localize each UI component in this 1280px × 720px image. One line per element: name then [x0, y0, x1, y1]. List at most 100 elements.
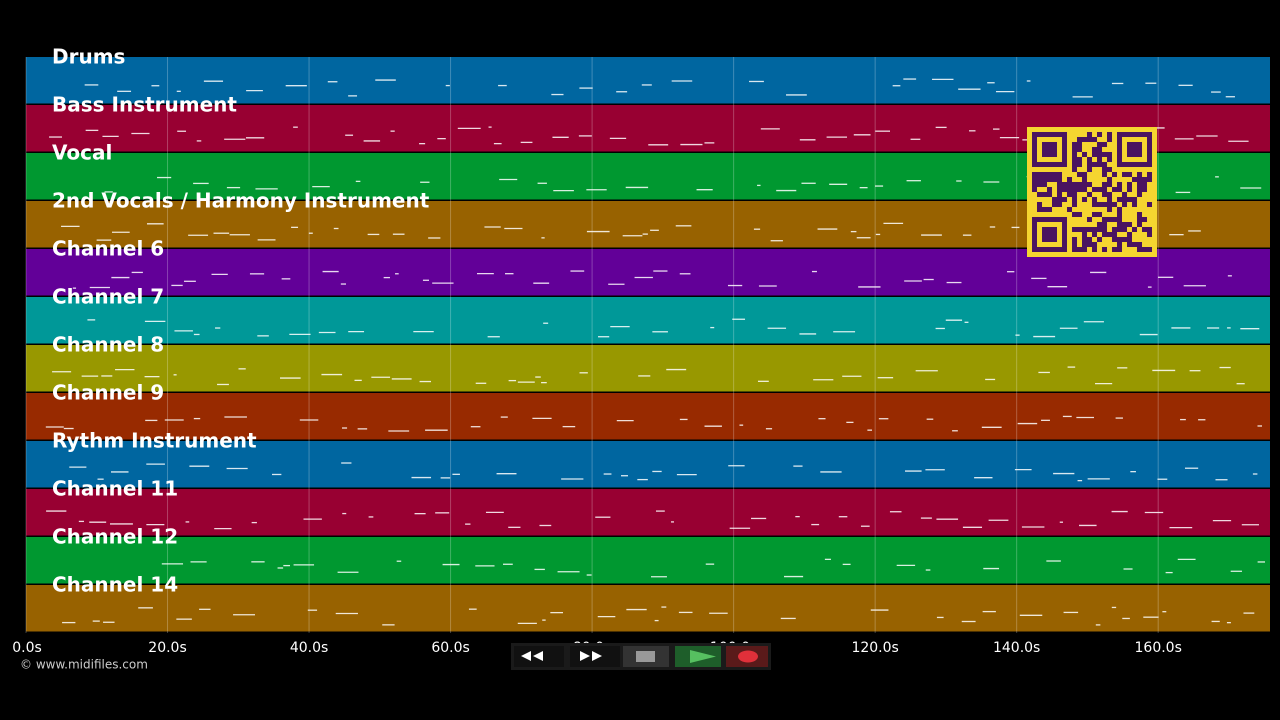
qr-module — [1132, 197, 1137, 202]
qr-module — [1052, 197, 1057, 202]
qr-module — [1102, 217, 1107, 222]
qr-module — [1087, 162, 1092, 167]
qr-module — [1082, 187, 1087, 192]
qr-module — [1127, 197, 1132, 202]
qr-module — [1032, 177, 1037, 182]
qr-module — [1107, 132, 1112, 137]
qr-module — [1117, 187, 1122, 192]
qr-finder — [1127, 142, 1142, 157]
qr-module — [1117, 242, 1122, 247]
time-tick-label: 120.0s — [851, 640, 898, 656]
qr-module — [1147, 247, 1152, 252]
qr-module — [1132, 227, 1137, 232]
qr-module — [1077, 247, 1082, 252]
qr-module — [1117, 227, 1122, 232]
qr-module — [1087, 132, 1092, 137]
qr-module — [1082, 197, 1087, 202]
qr-module — [1047, 187, 1052, 192]
qr-module — [1072, 247, 1077, 252]
qr-module — [1127, 237, 1132, 242]
qr-module — [1142, 227, 1147, 232]
qr-module — [1037, 202, 1042, 207]
qr-module — [1047, 177, 1052, 182]
qr-module — [1097, 152, 1102, 157]
qr-module — [1047, 192, 1052, 197]
qr-module — [1092, 152, 1097, 157]
qr-module — [1137, 217, 1142, 222]
qr-module — [1092, 162, 1097, 167]
qr-module — [1097, 227, 1102, 232]
qr-module — [1107, 157, 1112, 162]
qr-module — [1112, 217, 1117, 222]
qr-module — [1102, 172, 1107, 177]
qr-module — [1082, 232, 1087, 237]
track-name: Rythm Instrument — [52, 429, 257, 453]
qr-module — [1142, 187, 1147, 192]
time-tick-label: 140.0s — [993, 640, 1040, 656]
qr-module — [1107, 137, 1112, 142]
qr-module — [1092, 247, 1097, 252]
qr-module — [1082, 172, 1087, 177]
qr-module — [1092, 187, 1097, 192]
qr-module — [1102, 167, 1107, 172]
rewind-button[interactable] — [514, 646, 564, 667]
qr-finder — [1042, 227, 1057, 242]
qr-module — [1097, 222, 1102, 227]
time-tick-label: 160.0s — [1135, 640, 1182, 656]
qr-module — [1072, 212, 1077, 217]
track-name: Channel 9 — [52, 381, 164, 405]
qr-module — [1112, 232, 1117, 237]
track-name: Channel 14 — [52, 573, 178, 597]
stop-button[interactable] — [623, 646, 669, 667]
qr-module — [1062, 197, 1067, 202]
qr-module — [1082, 237, 1087, 242]
qr-module — [1082, 177, 1087, 182]
qr-module — [1097, 212, 1102, 217]
track-lane — [26, 57, 1270, 104]
copyright: © www.midifiles.com — [20, 658, 148, 672]
qr-module — [1117, 222, 1122, 227]
qr-module — [1052, 177, 1057, 182]
qr-module — [1112, 237, 1117, 242]
qr-module — [1087, 167, 1092, 172]
track-name: Channel 7 — [52, 285, 164, 309]
qr-module — [1127, 242, 1132, 247]
labels: Drums Bass Instrument Vocal 2nd Vocals / Ha… — [52, 45, 430, 597]
qr-module — [1117, 247, 1122, 252]
qr-module — [1102, 182, 1107, 187]
qr-module — [1097, 157, 1102, 162]
qr-module — [1107, 177, 1112, 182]
qr-module — [1092, 197, 1097, 202]
play-button[interactable] — [675, 646, 721, 667]
qr-module — [1097, 142, 1102, 147]
qr-module — [1072, 242, 1077, 247]
qr-module — [1072, 142, 1077, 147]
qr-module — [1072, 192, 1077, 197]
qr-module — [1077, 162, 1082, 167]
qr-module — [1117, 197, 1122, 202]
qr-module — [1137, 187, 1142, 192]
qr-module — [1042, 182, 1047, 187]
qr-module — [1102, 202, 1107, 207]
track-lane — [26, 585, 1270, 632]
qr-module — [1042, 172, 1047, 177]
qr-module — [1112, 247, 1117, 252]
qr-module — [1082, 227, 1087, 232]
qr-code — [1027, 127, 1157, 257]
qr-module — [1037, 192, 1042, 197]
record-button[interactable] — [726, 646, 768, 667]
track-name: Channel 11 — [52, 477, 178, 501]
qr-module — [1057, 197, 1062, 202]
qr-module — [1077, 157, 1082, 162]
qr-module — [1112, 227, 1117, 232]
qr-module — [1137, 182, 1142, 187]
forward-button[interactable] — [570, 646, 620, 667]
qr-module — [1052, 202, 1057, 207]
qr-module — [1077, 182, 1082, 187]
qr-module — [1092, 212, 1097, 217]
qr-module — [1137, 247, 1142, 252]
track-lane — [26, 489, 1270, 536]
qr-module — [1067, 177, 1072, 182]
qr-module — [1122, 227, 1127, 232]
qr-module — [1072, 157, 1077, 162]
